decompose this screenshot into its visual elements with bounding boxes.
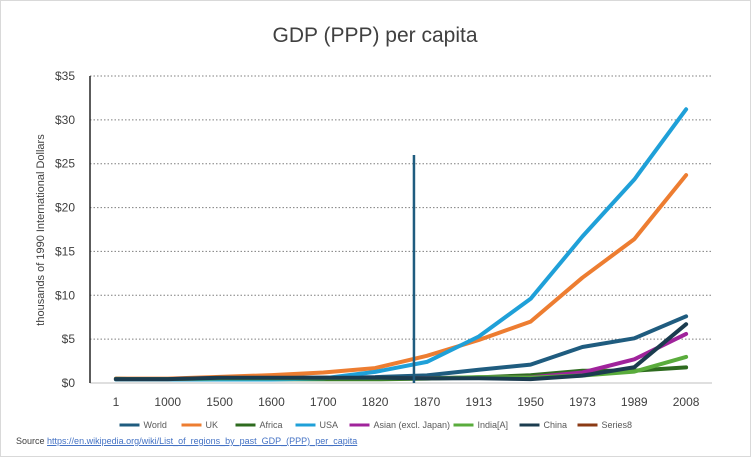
y-tick-label: $35	[55, 69, 75, 83]
source-link[interactable]: https://en.wikipedia.org/wiki/List_of_re…	[47, 436, 358, 446]
x-tick-label: 1989	[621, 395, 648, 409]
x-tick-label: 1700	[310, 395, 337, 409]
y-tick-label: $0	[62, 376, 76, 390]
legend-label: Africa	[260, 420, 283, 430]
x-tick-label: 1973	[569, 395, 596, 409]
legend: World UK Africa USA Asian (excl. Japan) India…	[119, 420, 633, 430]
x-tick-label: 1	[113, 395, 120, 409]
y-axis-label: thousands of 1990 International Dollars	[35, 134, 47, 326]
y-tick-label: $30	[55, 113, 75, 127]
y-tick-label: $20	[55, 201, 75, 215]
x-tick-label: 1950	[517, 395, 544, 409]
y-tick-label: $15	[55, 244, 75, 258]
x-tick-label: 1820	[362, 395, 389, 409]
legend-label: Asian (excl. Japan)	[374, 420, 451, 430]
legend-label: India[A]	[478, 420, 509, 430]
x-tick-label: 1870	[414, 395, 441, 409]
gridlines	[89, 75, 712, 384]
legend-label: USA	[320, 420, 339, 430]
series-line	[113, 107, 689, 382]
y-tick-label: $25	[55, 157, 75, 171]
legend-label: UK	[206, 420, 219, 430]
legend-label: China	[544, 420, 568, 430]
y-tick-labels: $0 $5 $10 $15 $20 $25 $30 $35	[55, 69, 75, 390]
x-tick-label: 1000	[154, 395, 181, 409]
legend-label: Series8	[602, 420, 633, 430]
legend-label: World	[144, 420, 167, 430]
series-line	[113, 173, 689, 381]
chart-title: GDP (PPP) per capita	[272, 24, 477, 47]
y-tick-label: $10	[55, 288, 75, 302]
x-tick-label: 2008	[673, 395, 700, 409]
x-tick-label: 1600	[258, 395, 285, 409]
series-line	[113, 322, 689, 382]
x-tick-labels: 1 1000 1500 1600 1700 1820 1870 1913 1950 1973 198…	[113, 395, 700, 409]
source-label: Source	[16, 436, 45, 446]
y-tick-label: $5	[62, 332, 76, 346]
series-lines	[113, 107, 689, 382]
x-tick-label: 1500	[206, 395, 233, 409]
x-tick-label: 1913	[465, 395, 492, 409]
source-note: Source https://en.wikipedia.org/wiki/Lis…	[16, 436, 357, 446]
